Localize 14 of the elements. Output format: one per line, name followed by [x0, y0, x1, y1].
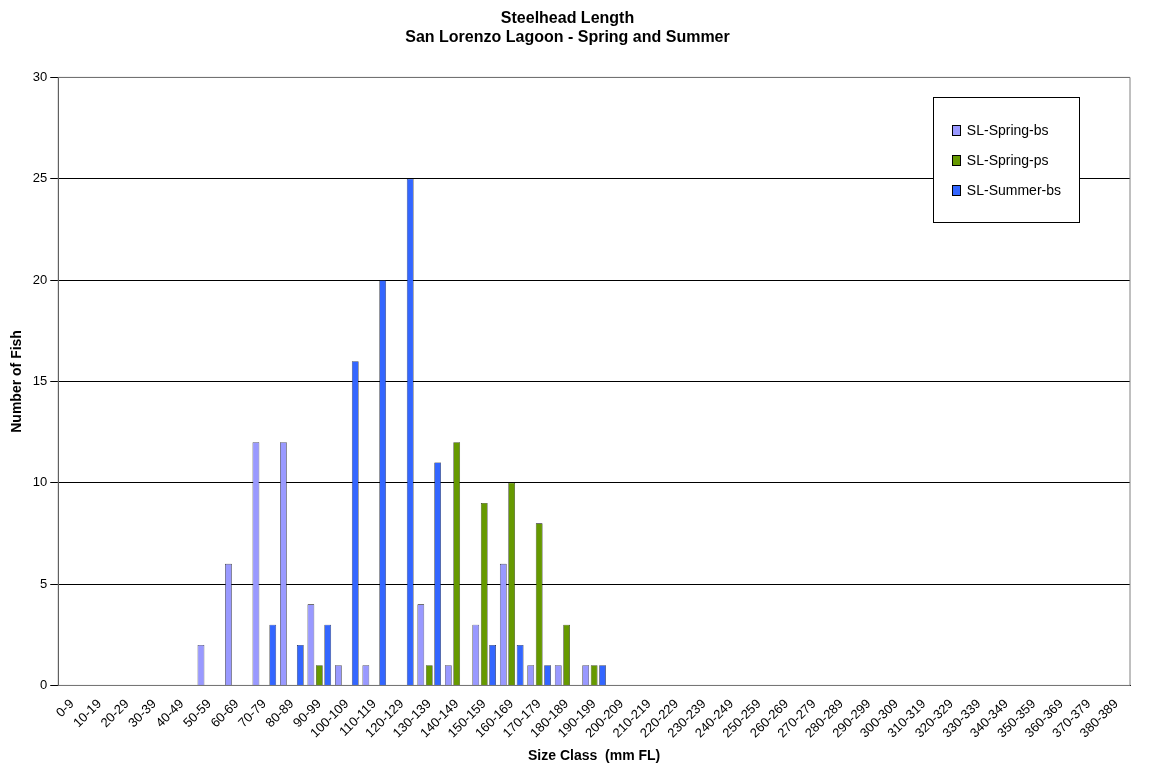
legend-label: SL-Spring-ps [965, 152, 1050, 169]
chart-subtitle: San Lorenzo Lagoon - Spring and Summer [405, 28, 730, 46]
y-tick-label: 20 [32, 271, 48, 287]
legend-label: SL-Summer-bs [965, 182, 1061, 199]
y-tick-label: 0 [40, 677, 48, 693]
y-tick-label: 15 [32, 373, 48, 388]
y-tick-label: 30 [32, 68, 48, 84]
legend-label: SL-Spring-bs [965, 122, 1050, 139]
chart-title: Steelhead Length [500, 9, 635, 27]
y-axis-title: Number of Fish [8, 330, 25, 433]
x-axis-title: Size Class (mm FL) [528, 747, 661, 764]
y-tick-label: 25 [32, 170, 48, 186]
y-tick-label: 10 [32, 474, 48, 490]
y-tick-label: 5 [40, 575, 48, 591]
